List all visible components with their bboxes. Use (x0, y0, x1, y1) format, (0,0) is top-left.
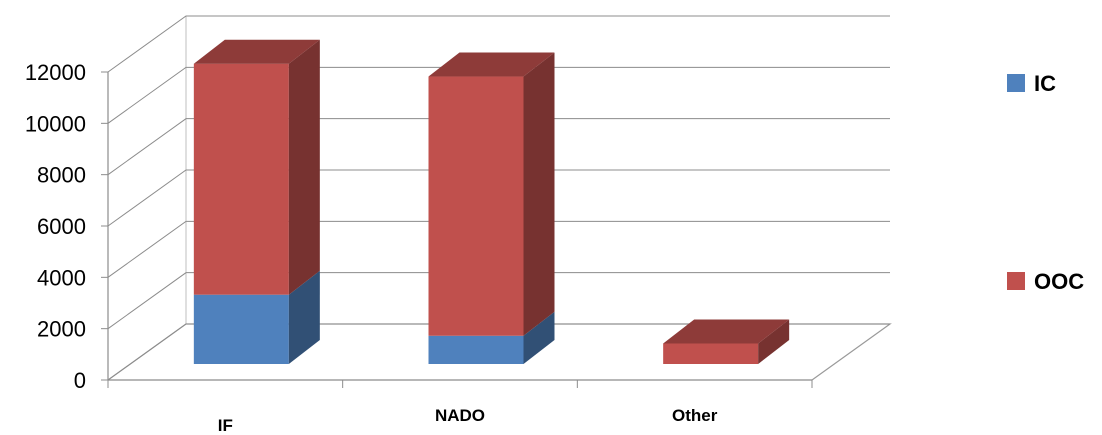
legend-item-ooc: OOC (1007, 269, 1084, 294)
gridline (107, 323, 890, 381)
axes (101, 71, 813, 388)
bar-if-ooc-top (193, 39, 320, 64)
bars (193, 39, 790, 364)
bar-nado-ic-side (523, 311, 555, 364)
gridlines (107, 15, 890, 381)
y-tick-label: 8000 (37, 163, 86, 188)
legend-swatch (1007, 74, 1025, 92)
gridline (107, 66, 890, 124)
x-category-label: Other (672, 406, 718, 425)
bar-other-ooc-side (758, 319, 790, 364)
bar-other-ooc-top (663, 319, 790, 344)
bar-if-ooc-side (288, 39, 320, 295)
bar-nado-ooc-front (428, 76, 524, 336)
bar-if-ic-side (288, 270, 320, 364)
bar-if-ooc-front (193, 63, 289, 295)
gridline (107, 220, 890, 278)
bar-stack-nado (428, 52, 555, 364)
y-tick-labels: 0 2000 4000 6000 8000 10000 12000 (25, 60, 86, 393)
x-category-label: NADO (435, 406, 485, 425)
bar-nado-ic-front (428, 335, 524, 364)
bar-if-ic-front (193, 294, 289, 364)
legend: IC OOC (1007, 71, 1084, 294)
x-category-label: IF (218, 416, 233, 435)
y-tick-label: 4000 (37, 265, 86, 290)
bar-stack-if (193, 39, 320, 364)
y-tick-label: 6000 (37, 214, 86, 239)
bar-nado-ooc-top (428, 52, 555, 77)
legend-item-ic: IC (1007, 71, 1056, 96)
y-tick-label: 10000 (25, 111, 86, 136)
legend-label: IC (1034, 71, 1056, 96)
gridline (107, 169, 890, 227)
y-tick-label: 2000 (37, 317, 86, 342)
gridline (107, 15, 890, 73)
legend-swatch (1007, 272, 1025, 290)
bar-other-ooc-front (663, 343, 759, 364)
legend-label: OOC (1034, 269, 1084, 294)
bar-stack-other (663, 319, 790, 364)
y-tick-label: 12000 (25, 60, 86, 85)
gridline (107, 272, 890, 330)
gridline (107, 118, 890, 176)
bar-nado-ooc-side (523, 52, 555, 336)
y-tick-label: 0 (74, 368, 86, 393)
x-category-labels: IF NADO Other (218, 406, 718, 435)
